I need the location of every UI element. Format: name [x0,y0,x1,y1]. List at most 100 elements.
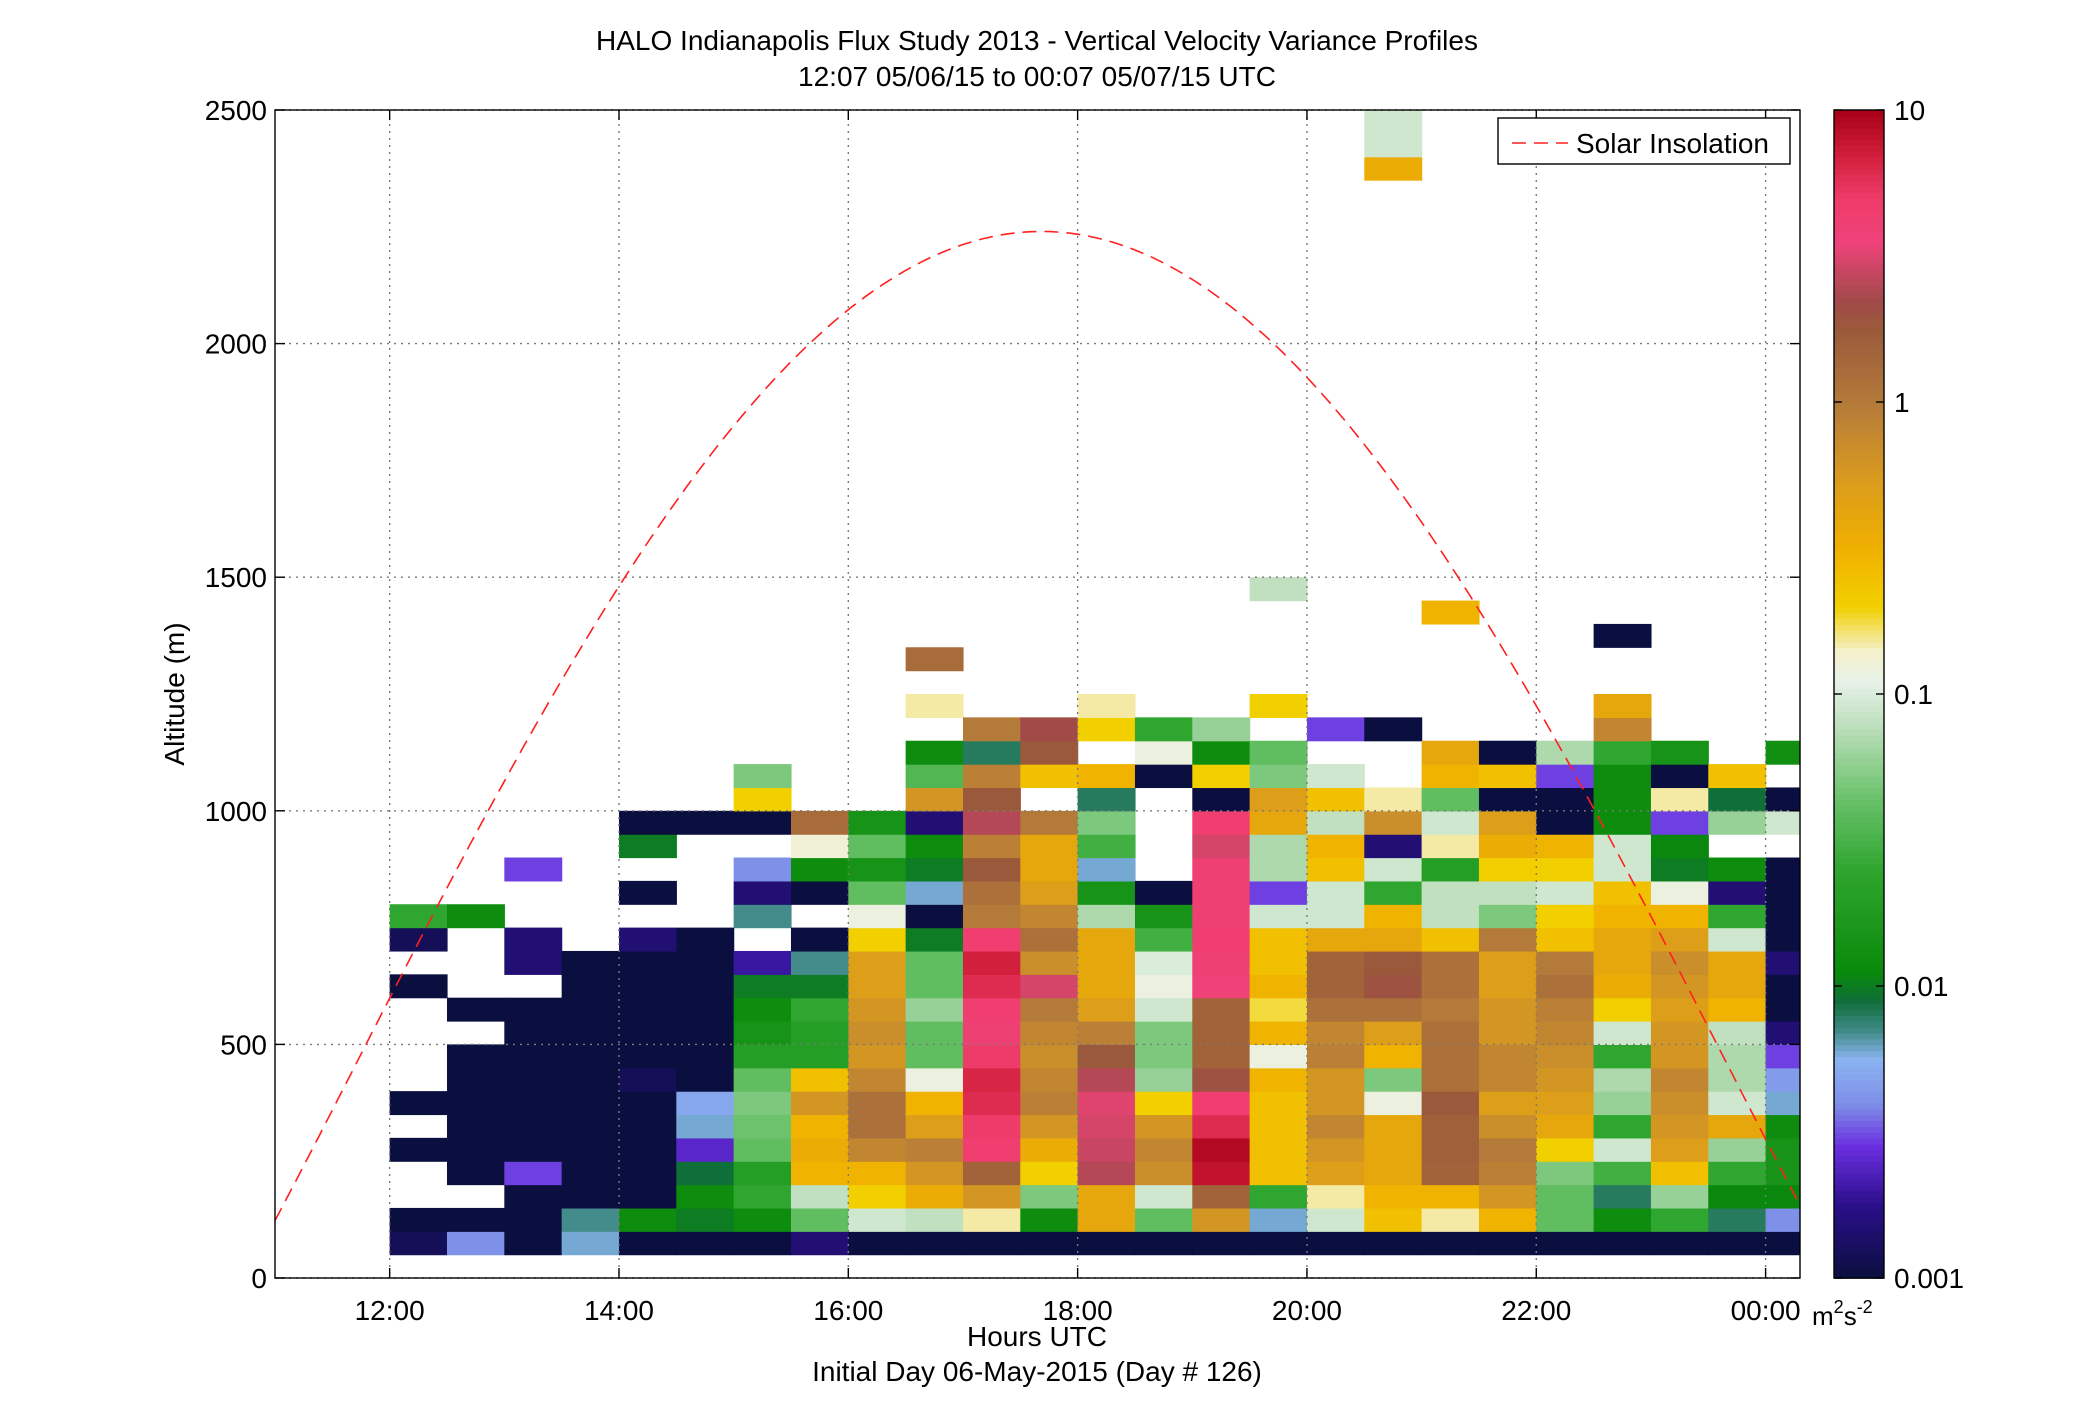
heatmap-cell [1134,1207,1193,1232]
heatmap-cell [676,974,735,999]
heatmap-cell [848,880,907,905]
colorbar-strip [1834,980,1884,987]
colorbar-strip [1834,875,1884,882]
colorbar-strip [1834,915,1884,923]
heatmap-cell [504,1231,563,1256]
heatmap-cell [1593,927,1652,952]
colorbar-strip [1834,390,1884,397]
axis-ticks: 12:00 14:00 16:00 18:00 20:00 22:00 00:00 0 500 1… [205,95,1801,1326]
heatmap-cell [905,834,964,859]
heatmap-cell [676,1021,735,1045]
heatmap-cell [1020,1021,1079,1045]
heatmap-cell [1536,974,1595,999]
colorbar-strip [1834,425,1884,432]
heatmap-cell [1478,1067,1537,1092]
heatmap-cell [1020,764,1079,789]
colorbar-strip [1834,349,1884,357]
heatmap-cell [1650,1021,1709,1045]
heatmap-cell [1192,1067,1251,1092]
heatmap-cell [618,1161,677,1186]
x-tick-label: 00:00 [1731,1295,1801,1326]
colorbar-strip [1834,1207,1884,1215]
heatmap-cell [1364,950,1423,975]
heatmap-cell [1650,740,1709,765]
heatmap-cell [1192,974,1251,999]
heatmap-cell [1249,904,1308,929]
heatmap-cell [1020,904,1079,929]
colorbar-strip [1834,834,1884,841]
colorbar-strip [1834,1225,1884,1233]
colorbar-strip [1834,1061,1884,1069]
heatmap-cell [962,787,1021,812]
heatmap-cell [1765,1161,1800,1186]
heatmap-cell [1249,927,1308,952]
heatmap-cell [561,1231,620,1256]
heatmap-cell [1249,834,1308,859]
heatmap-cell [790,950,849,975]
heatmap-cell [504,1067,563,1092]
heatmap-cell [1077,1207,1136,1232]
heatmap-cell [848,950,907,975]
heatmap-cell [1192,1021,1251,1045]
grid-lines [275,109,1800,1279]
chart-subtitle: 12:07 05/06/15 to 00:07 05/07/15 UTC [798,61,1276,92]
heatmap-cell [848,1091,907,1116]
heatmap-cell [1306,997,1365,1022]
colorbar-strip [1834,477,1884,485]
heatmap-cell [1192,904,1251,929]
colorbar-strip [1834,326,1884,333]
heatmap-cell [1306,1114,1365,1139]
heatmap-cell [1249,1044,1308,1069]
heatmap-cell [676,1067,735,1092]
heatmap-cell [618,1184,677,1209]
heatmap-cell [504,1184,563,1209]
heatmap-cell [1708,997,1767,1022]
heatmap-cell [446,904,505,929]
colorbar-strip [1834,343,1884,351]
colorbar-strip [1834,1161,1884,1168]
heatmap-cell [1249,997,1308,1022]
heatmap-cell [1536,787,1595,812]
heatmap-cell [1765,857,1800,882]
heatmap-cell [733,997,792,1022]
colorbar-strip [1834,723,1884,730]
colorbar-strip [1834,1260,1884,1268]
colorbar-strip [1834,238,1884,246]
heatmap-cell [446,1091,505,1116]
heatmap-cell [1020,857,1079,882]
heatmap-cell [1077,694,1136,718]
heatmap-cell [1192,764,1251,789]
colorbar-strip [1834,285,1884,292]
colorbar-strip [1834,781,1884,789]
heatmap-cell [1650,1161,1709,1186]
heatmap-cell [1650,834,1709,859]
heatmap-cell [1306,1067,1365,1092]
heatmap-cell [1536,1184,1595,1209]
colorbar-strip [1834,1126,1884,1133]
heatmap-cell [1249,1137,1308,1162]
heatmap-cell [1478,1091,1537,1116]
heatmap-cell [389,1091,448,1116]
colorbar-strip [1834,968,1884,976]
colorbar-strip [1834,1102,1884,1110]
heatmap-cell [1765,974,1800,999]
heatmap-cell [1364,810,1423,835]
colorbar-strip [1834,635,1884,643]
heatmap-cell [1192,1184,1251,1209]
heatmap-cell [618,1207,677,1232]
x-axis-sublabel: Initial Day 06-May-2015 (Day # 126) [812,1356,1262,1387]
y-tick-label: 500 [220,1029,267,1060]
colorbar-tick-label: 10 [1894,95,1925,126]
heatmap-cell [1536,927,1595,952]
heatmap-cell [1536,1161,1595,1186]
colorbar-strip [1834,331,1884,339]
colorbar-strip [1834,145,1884,152]
heatmap-cell [905,1161,964,1186]
heatmap-cell [790,1021,849,1045]
heatmap-cell [790,1044,849,1069]
x-tick-label: 20:00 [1272,1295,1342,1326]
heatmap-cell [962,997,1021,1022]
heatmap-cell [1077,1137,1136,1162]
heatmap-cell [1020,834,1079,859]
heatmap-cell [389,974,448,999]
